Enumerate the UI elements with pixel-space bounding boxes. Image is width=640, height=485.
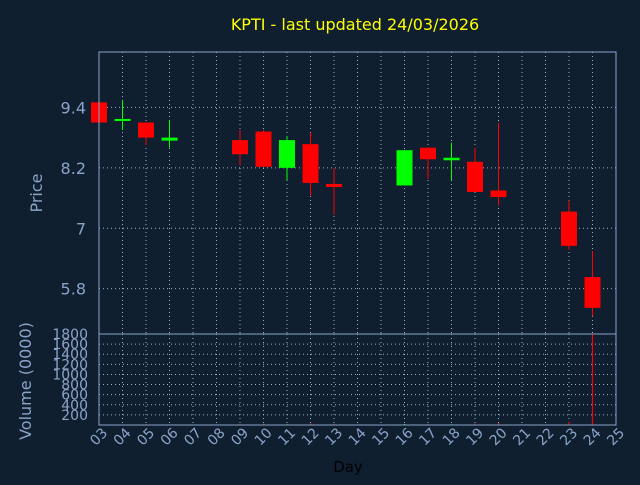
- x-axis-label: Day: [333, 458, 363, 476]
- price-candles: [91, 99, 601, 317]
- chart-title: KPTI - last updated 24/03/2026: [231, 15, 479, 34]
- volume-y-tick-label: 1200: [52, 357, 88, 373]
- candle-20: [490, 122, 507, 206]
- candle-17: [420, 147, 436, 179]
- x-tick-labels: 03 04 05 06 07 08 09 10 11 12 13 14 15 16 17 18 19 20 21 22…: [87, 425, 628, 449]
- volume-y-tick-label: 1000: [52, 367, 88, 383]
- candle-24: [584, 250, 601, 317]
- candle-10: [255, 130, 272, 167]
- volume-y-tick-label: 800: [61, 378, 88, 394]
- price-axis-label: Price: [27, 173, 46, 212]
- candle-body: [326, 183, 342, 187]
- candle-body: [255, 131, 272, 167]
- candle-body: [490, 190, 507, 198]
- candle-body: [161, 137, 178, 141]
- candle-12: [302, 132, 319, 196]
- volume-y-tick-label: 1800: [52, 327, 88, 343]
- candle-body: [396, 150, 413, 186]
- volume-y-tick-label: 1400: [52, 347, 88, 363]
- candle-body: [279, 140, 295, 168]
- candle-body: [584, 277, 601, 308]
- candle-23: [561, 200, 577, 250]
- volume-frame: [98, 333, 617, 426]
- candle-body: [561, 211, 577, 246]
- candle-body: [302, 144, 319, 183]
- candle-body: [420, 147, 436, 160]
- candle-06: [161, 119, 178, 148]
- candle-body: [443, 157, 460, 161]
- candle-18: [443, 142, 460, 181]
- candle-body: [138, 122, 154, 138]
- volume-y-tick-label: 200: [61, 408, 88, 424]
- price-y-tick-label: 7: [76, 219, 86, 238]
- price-panel: 5.8 7 8.2 9.4 Price: [27, 51, 617, 335]
- candle-05: [138, 122, 154, 146]
- candle-16: [396, 150, 413, 186]
- volume-y-tick-label: 1600: [52, 337, 88, 353]
- candle-body: [114, 118, 131, 121]
- candle-11: [279, 136, 295, 181]
- volume-y-tick-label: 600: [61, 388, 88, 404]
- candle-19: [467, 147, 483, 192]
- candle-09: [232, 130, 248, 166]
- volume-axis-label: Volume (0000): [16, 322, 35, 440]
- candle-13: [326, 167, 342, 215]
- price-y-tick-label: 9.4: [61, 98, 86, 117]
- candle-body: [467, 161, 483, 192]
- price-y-tick-labels: 5.8 7 8.2 9.4: [61, 98, 86, 298]
- candle-body: [232, 140, 248, 155]
- volume-y-tick-label: 400: [61, 398, 88, 414]
- price-y-tick-label: 5.8: [61, 280, 86, 299]
- candle-04: [114, 99, 131, 131]
- price-y-tick-label: 8.2: [61, 159, 86, 178]
